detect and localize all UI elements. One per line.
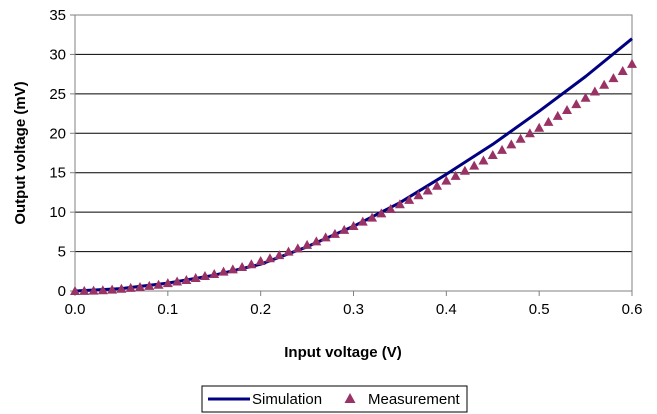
legend-measurement-marker — [344, 393, 356, 403]
series-layer — [70, 37, 637, 295]
measurement-point — [97, 285, 108, 295]
measurement-point — [339, 224, 350, 234]
legend: Simulation Measurement — [201, 385, 468, 413]
y-tick-label-6: 30 — [49, 46, 66, 63]
measurement-point — [190, 272, 201, 282]
measurement-point — [329, 228, 340, 238]
measurement-point — [562, 105, 573, 115]
measurement-point — [144, 280, 155, 290]
legend-measurement-label: Measurement — [368, 391, 461, 408]
measurement-point — [348, 220, 359, 230]
measurement-point — [394, 199, 405, 209]
measurement-point — [125, 282, 136, 292]
y-tick-label-7: 35 — [49, 7, 66, 24]
measurement-point — [320, 232, 331, 242]
x-tick-label-0: 0.0 — [65, 301, 86, 318]
measurement-point — [79, 285, 90, 295]
measurement-point — [274, 250, 285, 260]
measurement-point — [218, 266, 229, 276]
legend-simulation-label: Simulation — [252, 391, 322, 408]
measurement-point — [255, 256, 266, 266]
measurement-point — [469, 160, 480, 170]
measurement-point — [589, 86, 600, 96]
measurement-point — [404, 194, 415, 204]
measurement-point — [264, 253, 275, 263]
measurement-point — [357, 216, 368, 226]
measurement-point — [209, 269, 220, 279]
measurement-point — [311, 236, 322, 246]
measurement-point — [246, 259, 257, 269]
measurement-point — [292, 243, 303, 253]
measurement-point — [497, 144, 508, 154]
measurement-point — [478, 155, 489, 165]
measurement-point — [487, 149, 498, 159]
y-tick-label-1: 5 — [58, 244, 66, 261]
measurement-point — [181, 274, 192, 284]
y-tick-label-0: 0 — [58, 283, 66, 300]
y-axis-ticks: 0 5 10 15 20 25 30 35 — [49, 7, 75, 300]
measurement-point — [237, 261, 248, 271]
y-axis-title: Output voltage (mV) — [12, 81, 29, 224]
x-axis-title: Input voltage (V) — [284, 344, 402, 361]
measurement-point — [571, 99, 582, 109]
measurement-point — [432, 180, 443, 190]
measurement-point — [422, 185, 433, 195]
measurement-point — [450, 170, 461, 180]
y-tick-label-4: 20 — [49, 125, 66, 142]
measurement-point — [506, 139, 517, 149]
measurement-point — [172, 276, 183, 286]
x-tick-label-6: 0.6 — [622, 301, 643, 318]
measurement-point — [552, 110, 563, 120]
measurement-point — [524, 128, 535, 138]
measurement-point — [153, 279, 164, 289]
measurement-point — [199, 271, 210, 281]
x-tick-label-1: 0.1 — [157, 301, 178, 318]
measurement-point — [515, 133, 526, 143]
x-tick-label-3: 0.3 — [343, 301, 364, 318]
measurement-point — [227, 264, 238, 274]
measurement-point — [107, 284, 118, 294]
measurement-point — [459, 165, 470, 175]
x-axis-ticks: 0.0 0.1 0.2 0.3 0.4 0.5 0.6 — [65, 291, 643, 318]
y-tick-label-3: 15 — [49, 165, 66, 182]
measurement-point — [627, 58, 637, 68]
y-tick-label-5: 25 — [49, 86, 66, 103]
y-tick-label-2: 10 — [49, 204, 66, 221]
measurement-point — [302, 239, 313, 249]
x-tick-label-4: 0.4 — [436, 301, 457, 318]
measurement-point — [376, 208, 387, 218]
x-tick-label-2: 0.2 — [250, 301, 271, 318]
measurement-point — [88, 285, 99, 295]
measurement-point — [599, 79, 610, 89]
measurement-point — [385, 203, 396, 213]
measurement-point — [70, 286, 80, 295]
measurement-point — [543, 116, 554, 126]
measurement-point — [534, 122, 545, 132]
measurement-point — [116, 283, 127, 293]
gridlines — [75, 53, 632, 253]
measurement-point — [162, 278, 173, 288]
measurement-point — [608, 73, 619, 83]
measurement-point — [441, 175, 452, 185]
measurement-point — [413, 190, 424, 200]
measurement-point — [134, 282, 145, 292]
measurement-point — [617, 65, 628, 75]
measurement-point — [283, 246, 294, 256]
x-tick-label-5: 0.5 — [529, 301, 550, 318]
measurement-point — [580, 92, 591, 102]
measurement-point — [367, 212, 378, 222]
